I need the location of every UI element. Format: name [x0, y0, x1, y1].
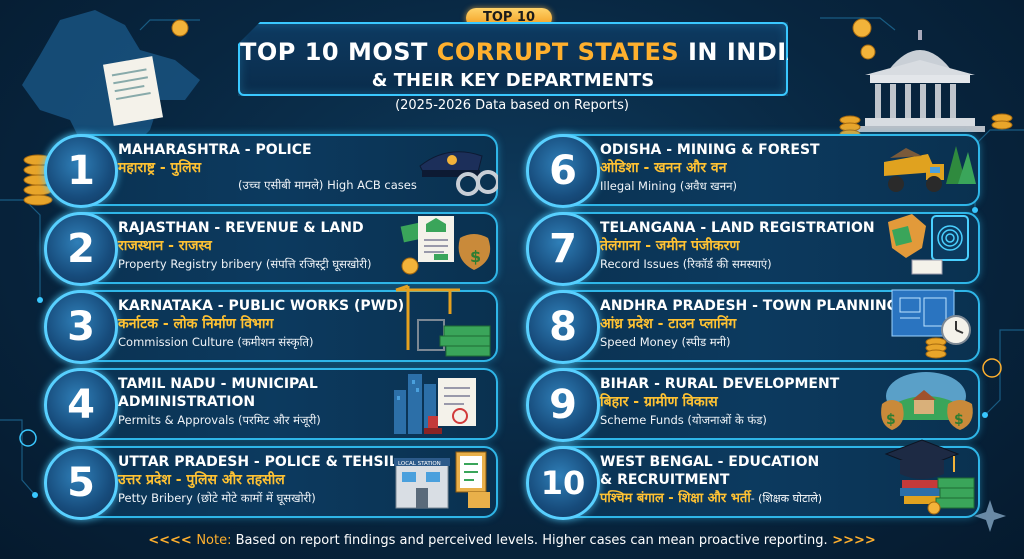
document-icon	[102, 56, 164, 126]
state-hindi: ओडिशा - खनन और वन	[600, 160, 727, 176]
state-hindi: महाराष्ट्र - पुलिस	[118, 160, 202, 176]
svg-text:$: $	[470, 247, 481, 266]
village-money-bags-icon: $ $	[881, 372, 973, 430]
item-note: Permits & Approvals (परमिट और मंजूरी)	[118, 413, 321, 427]
item-note: Commission Culture (कमीशन संस्कृति)	[118, 335, 314, 349]
item-note: Property Registry bribery (संपत्ति रजिस्…	[118, 257, 372, 271]
local-station-sign: LOCAL STATION	[398, 461, 441, 467]
state-hindi: पश्चिम बंगाल - शिक्षा और भर्ती- (शिक्षक …	[600, 490, 822, 507]
rank-number: 2	[44, 212, 118, 286]
crane-cash-icon	[395, 284, 491, 357]
state-department: RAJASTHAN - REVENUE & LAND	[118, 220, 364, 236]
item-note: Speed Money (स्पीड मनी)	[600, 335, 731, 349]
list-item: 9 BIHAR - RURAL DEVELOPMENT बिहार - ग्रा…	[526, 368, 980, 442]
map-fingerprint-icon	[888, 214, 969, 275]
title-highlight: CORRUPT STATES	[436, 38, 680, 66]
police-cap-handcuffs-icon	[419, 151, 498, 196]
item-note: Petty Bribery (छोटे मोटे कामों में घूसखो…	[118, 491, 316, 505]
footer-arrows-right: >>>>	[827, 533, 876, 548]
mining-truck-forest-icon	[884, 146, 976, 192]
rank-number: 9	[526, 368, 600, 442]
footer-arrows-left: <<<<	[148, 533, 197, 548]
state-department: TELANGANA - LAND REGISTRATION	[600, 220, 875, 236]
list-item: 7 TELANGANA - LAND REGISTRATION तेलंगाना…	[526, 212, 980, 286]
item-note: Record Issues (रिकॉर्ड की समस्याएं)	[600, 257, 772, 271]
page-title: TOP 10 MOST CORRUPT STATES IN INDIA	[240, 38, 786, 66]
state-hindi: बिहार - ग्रामीण विकास	[600, 394, 718, 410]
blueprint-clock-coins-icon	[891, 289, 971, 359]
state-department: UTTAR PRADESH - POLICE & TEHSIL	[118, 454, 398, 470]
rank-number: 3	[44, 290, 118, 364]
footer-note-text: Based on report findings and perceived l…	[231, 533, 828, 548]
state-department: ODISHA - MINING & FOREST	[600, 142, 820, 158]
state-department: BIHAR - RURAL DEVELOPMENT	[600, 376, 840, 392]
city-permit-stamp-icon	[394, 374, 476, 434]
page-subtitle-line: & THEIR KEY DEPARTMENTS	[371, 70, 655, 91]
grad-cap-books-cash-icon	[884, 439, 975, 515]
state-department-line2: & RECRUITMENT	[600, 472, 730, 488]
svg-text:$: $	[886, 412, 896, 428]
coin-icon	[860, 44, 876, 60]
state-department: KARNATAKA - PUBLIC WORKS (PWD)	[118, 298, 405, 314]
state-hindi: तेलंगाना - जमीन पंजीकरण	[600, 238, 740, 254]
list-item: 2 RAJASTHAN - REVENUE & LAND राजस्थान - …	[44, 212, 498, 286]
list-item: 6 ODISHA - MINING & FOREST ओडिशा - खनन औ…	[526, 134, 980, 208]
list-item: 10 WEST BENGAL - EDUCATION & RECRUITMENT…	[526, 439, 980, 520]
state-hindi: उत्तर प्रदेश - पुलिस और तहसील	[118, 472, 285, 488]
list-item: 8 ANDHRA PRADESH - TOWN PLANNING आंध्र प…	[526, 289, 980, 364]
government-building-icon	[855, 30, 985, 132]
doc-icon	[19, 429, 37, 447]
rank-number: 10	[526, 446, 600, 520]
state-department: ANDHRA PRADESH - TOWN PLANNING	[600, 298, 899, 314]
state-department: TAMIL NADU - MUNICIPAL	[118, 376, 318, 392]
doc-icon	[982, 358, 1002, 378]
item-note: Illegal Mining (अवैध खनन)	[600, 179, 737, 193]
state-department-line2: ADMINISTRATION	[118, 394, 256, 410]
state-hindi-text: पश्चिम बंगाल - शिक्षा और भर्ती	[600, 491, 751, 506]
svg-text:$: $	[954, 412, 964, 428]
item-note: - (शिक्षक घोटाले)	[750, 492, 823, 505]
rank-number: 5	[44, 446, 118, 520]
local-station-clipboard-icon: LOCAL STATION	[394, 451, 490, 509]
rank-number: 7	[526, 212, 600, 286]
item-note: (उच्च एसीबी मामले) High ACB cases	[238, 178, 417, 192]
list-item: 5 UTTAR PRADESH - POLICE & TEHSIL उत्तर …	[44, 446, 498, 520]
footer-note-label: Note:	[196, 533, 232, 548]
list-item: 1 MAHARASHTRA - POLICE महाराष्ट्र - पुलि…	[44, 134, 498, 208]
coin-icon	[171, 19, 189, 37]
coin-icon	[852, 18, 872, 38]
item-note: Scheme Funds (योजनाओं के फंड)	[600, 413, 767, 427]
title-box: TOP 10 MOST CORRUPT STATES IN INDIA & TH…	[238, 22, 788, 96]
title-post: IN INDIA	[679, 38, 806, 66]
state-hindi: आंध्र प्रदेश - टाउन प्लानिंग	[600, 316, 737, 332]
rank-number: 6	[526, 134, 600, 208]
rank-number: 1	[44, 134, 118, 208]
rank-number: 8	[526, 290, 600, 364]
state-hindi: राजस्थान - राजस्व	[118, 238, 212, 254]
data-source-subtitle: (2025-2026 Data based on Reports)	[395, 98, 629, 113]
rank-number: 4	[44, 368, 118, 442]
list-item: 4 TAMIL NADU - MUNICIPAL ADMINISTRATION …	[44, 368, 498, 442]
list-item: 3 KARNATAKA - PUBLIC WORKS (PWD) कर्नाटक…	[44, 284, 498, 364]
state-department: MAHARASHTRA - POLICE	[118, 142, 312, 158]
title-pre: TOP 10 MOST	[240, 38, 437, 66]
state-hindi: कर्नाटक - लोक निर्माण विभाग	[118, 316, 274, 332]
state-department: WEST BENGAL - EDUCATION	[600, 454, 820, 470]
land-document-money-icon: $	[400, 216, 491, 275]
footer-note: <<<< Note: Based on report findings and …	[0, 533, 1024, 548]
